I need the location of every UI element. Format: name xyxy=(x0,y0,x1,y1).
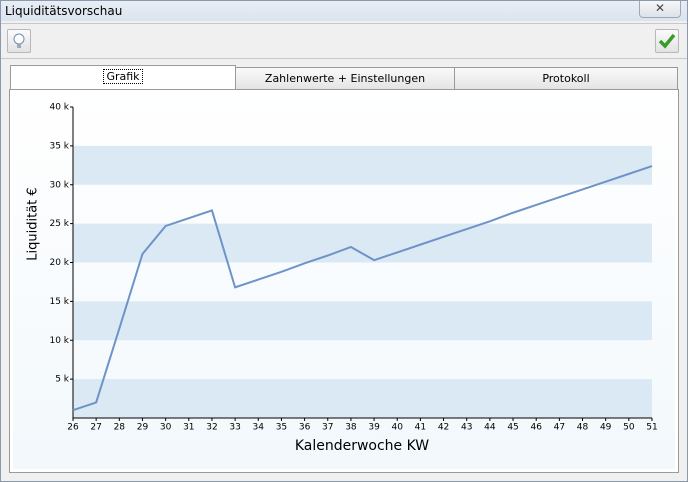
x-tick-label: 35 xyxy=(276,423,287,433)
x-tick-label: 28 xyxy=(114,423,126,433)
grid-band xyxy=(73,145,652,185)
x-tick-label: 34 xyxy=(253,423,265,433)
window-title: Liquiditätsvorschau xyxy=(5,4,123,18)
y-tick-label: 10 k xyxy=(49,336,69,346)
x-tick-label: 48 xyxy=(577,423,589,433)
x-tick-label: 31 xyxy=(183,423,194,433)
tab[interactable]: Grafik xyxy=(10,65,236,89)
toolbar xyxy=(1,23,687,59)
x-tick-label: 43 xyxy=(461,423,472,433)
x-tick-label: 45 xyxy=(507,423,518,433)
x-tick-label: 37 xyxy=(322,423,333,433)
x-tick-label: 51 xyxy=(646,423,657,433)
close-button[interactable]: ✕ xyxy=(639,1,681,18)
x-tick-label: 29 xyxy=(137,423,149,433)
x-tick-label: 38 xyxy=(345,423,357,433)
y-tick-label: 25 k xyxy=(49,219,69,229)
y-axis-label: Liquidität € xyxy=(26,187,41,260)
x-tick-label: 42 xyxy=(438,423,449,433)
x-tick-label: 30 xyxy=(160,423,172,433)
y-tick-label: 15 k xyxy=(49,297,69,307)
x-tick-label: 41 xyxy=(415,423,426,433)
hint-button[interactable] xyxy=(7,29,31,53)
y-tick-label: 20 k xyxy=(49,258,69,268)
x-tick-label: 46 xyxy=(530,423,542,433)
ok-button[interactable] xyxy=(655,29,679,53)
x-tick-label: 50 xyxy=(623,423,635,433)
bulb-icon xyxy=(13,33,25,48)
grid-band xyxy=(73,223,652,263)
x-tick-label: 27 xyxy=(90,423,101,433)
y-tick-label: 40 k xyxy=(49,103,69,113)
y-tick-label: 30 k xyxy=(49,180,69,190)
x-tick-label: 49 xyxy=(600,423,612,433)
x-tick-label: 47 xyxy=(554,423,565,433)
tab-label: Grafik xyxy=(103,69,143,84)
x-tick-label: 44 xyxy=(484,423,496,433)
x-tick-label: 33 xyxy=(229,423,240,433)
x-tick-label: 39 xyxy=(368,423,380,433)
tab[interactable]: Zahlenwerte + Einstellungen xyxy=(235,67,455,89)
x-tick-label: 36 xyxy=(299,423,311,433)
chart: Liquidität € Kalenderwoche KW 5 k 10 k 15 … xyxy=(13,93,675,469)
y-tick-label: 35 k xyxy=(49,141,69,151)
check-icon xyxy=(658,33,676,49)
grid-band xyxy=(73,301,652,341)
title-bar: Liquiditätsvorschau ✕ xyxy=(1,1,687,21)
tab-label: Protokoll xyxy=(542,72,590,85)
x-axis-label: Kalenderwoche KW xyxy=(295,438,429,454)
x-tick-label: 32 xyxy=(206,423,217,433)
tab-label: Zahlenwerte + Einstellungen xyxy=(264,72,426,85)
x-tick-label: 26 xyxy=(67,423,79,433)
tab-panel: Liquidität € Kalenderwoche KW 5 k 10 k 15 … xyxy=(9,89,679,473)
grid-band xyxy=(73,379,652,418)
line-series xyxy=(72,165,653,412)
tab[interactable]: Protokoll xyxy=(454,67,678,89)
y-tick-label: 5 k xyxy=(55,375,70,385)
x-tick-label: 40 xyxy=(392,423,404,433)
